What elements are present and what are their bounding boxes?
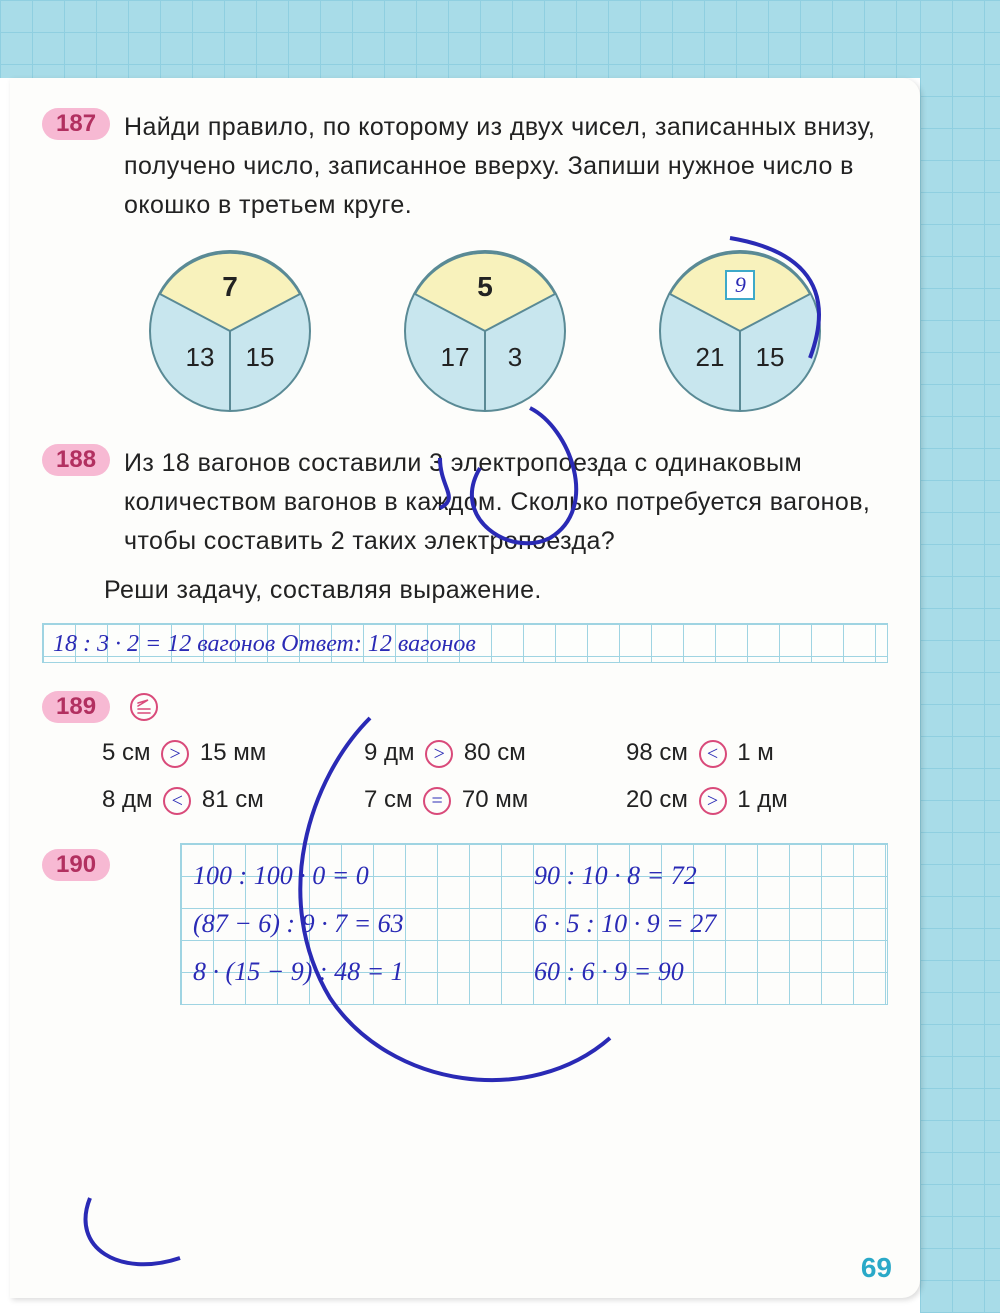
comparison-operator[interactable]: > [699, 787, 727, 815]
workbook-page-scan: 187 Найди правило, по которому из двух ч… [0, 0, 1000, 1313]
svg-text:13: 13 [185, 342, 214, 372]
calc-expression: (87 − 6) : 9 · 7 = 63 [193, 900, 534, 948]
svg-text:21: 21 [696, 342, 725, 372]
exercise-text: Из 18 вагонов составили 3 электропоезда … [124, 444, 888, 560]
calc-expression: 100 : 100 · 0 = 0 [193, 852, 534, 900]
comparison-item: 20 см > 1 дм [626, 786, 888, 815]
exercise-190: 190 100 : 100 · 0 = 090 : 10 · 8 = 72(87… [42, 843, 888, 1005]
answer-strip: 18 : 3 · 2 = 12 вагонов Ответ: 12 вагоно… [42, 623, 888, 663]
right-value: 1 дм [737, 786, 788, 813]
calc-expression: 8 · (15 − 9) : 48 = 1 [193, 948, 534, 996]
grid-border-right [920, 0, 1000, 1313]
exercise-number-badge: 189 [42, 691, 110, 723]
circle-diagram-1: 7 13 15 [145, 246, 315, 416]
right-value: 1 м [737, 739, 774, 766]
comparison-operator[interactable]: = [423, 787, 451, 815]
left-value: 98 см [626, 739, 688, 766]
left-value: 8 дм [102, 786, 153, 813]
right-value: 70 мм [462, 786, 528, 813]
page-content: 187 Найди правило, по которому из двух ч… [10, 78, 920, 1298]
exercise-text: Найди правило, по которому из двух чисел… [124, 108, 888, 224]
compare-icon [130, 693, 158, 721]
calc-expression: 6 · 5 : 10 · 9 = 27 [534, 900, 875, 948]
answer-box[interactable]: 9 [725, 270, 755, 300]
exercise-number-badge: 187 [42, 108, 110, 140]
comparison-operator[interactable]: < [699, 740, 727, 768]
circle-diagram-2: 5 17 3 [400, 246, 570, 416]
svg-text:7: 7 [222, 271, 238, 302]
comparison-item: 7 см = 70 мм [364, 786, 626, 815]
calc-expression: 90 : 10 · 8 = 72 [534, 852, 875, 900]
calculation-grid: 100 : 100 · 0 = 090 : 10 · 8 = 72(87 − 6… [180, 843, 888, 1005]
left-value: 5 см [102, 739, 151, 766]
calc-expression: 60 : 6 · 9 = 90 [534, 948, 875, 996]
svg-text:5: 5 [477, 271, 493, 302]
calc-row: (87 − 6) : 9 · 7 = 636 · 5 : 10 · 9 = 27 [193, 900, 875, 948]
comparison-item: 5 см > 15 мм [102, 739, 364, 768]
page-number: 69 [861, 1252, 892, 1284]
exercise-187: 187 Найди правило, по которому из двух ч… [42, 108, 888, 416]
svg-text:15: 15 [756, 342, 785, 372]
comparison-item: 98 см < 1 м [626, 739, 888, 768]
calc-row: 8 · (15 − 9) : 48 = 160 : 6 · 9 = 90 [193, 948, 875, 996]
comparison-operator[interactable]: > [425, 740, 453, 768]
comparison-operator[interactable]: > [161, 740, 189, 768]
circle-diagram-3: 21 15 9 [655, 246, 825, 416]
right-value: 81 см [202, 786, 264, 813]
comparison-item: 8 дм < 81 см [102, 786, 364, 815]
exercise-number-badge: 188 [42, 444, 110, 476]
svg-text:3: 3 [508, 342, 522, 372]
comparison-operator[interactable]: < [163, 787, 191, 815]
right-value: 80 см [464, 739, 526, 766]
exercise-number-badge: 190 [42, 849, 110, 881]
right-value: 15 мм [200, 739, 266, 766]
comparison-item: 9 дм > 80 см [364, 739, 626, 768]
svg-text:17: 17 [441, 342, 470, 372]
handwritten-answer: 18 : 3 · 2 = 12 вагонов Ответ: 12 вагоно… [53, 631, 476, 657]
exercise-189: 189 5 см > 15 мм9 дм > 80 см98 см < 1 м8… [42, 691, 888, 814]
svg-text:15: 15 [245, 342, 274, 372]
left-value: 7 см [364, 786, 413, 813]
left-value: 20 см [626, 786, 688, 813]
exercise-subtext: Реши задачу, составляя выражение. [104, 571, 888, 610]
exercise-188: 188 Из 18 вагонов составили 3 электропое… [42, 444, 888, 663]
circles-row: 7 13 15 5 17 3 21 15 9 [102, 246, 868, 416]
left-value: 9 дм [364, 739, 415, 766]
calc-row: 100 : 100 · 0 = 090 : 10 · 8 = 72 [193, 852, 875, 900]
comparison-grid: 5 см > 15 мм9 дм > 80 см98 см < 1 м8 дм … [102, 739, 888, 814]
grid-border-top [0, 0, 1000, 78]
